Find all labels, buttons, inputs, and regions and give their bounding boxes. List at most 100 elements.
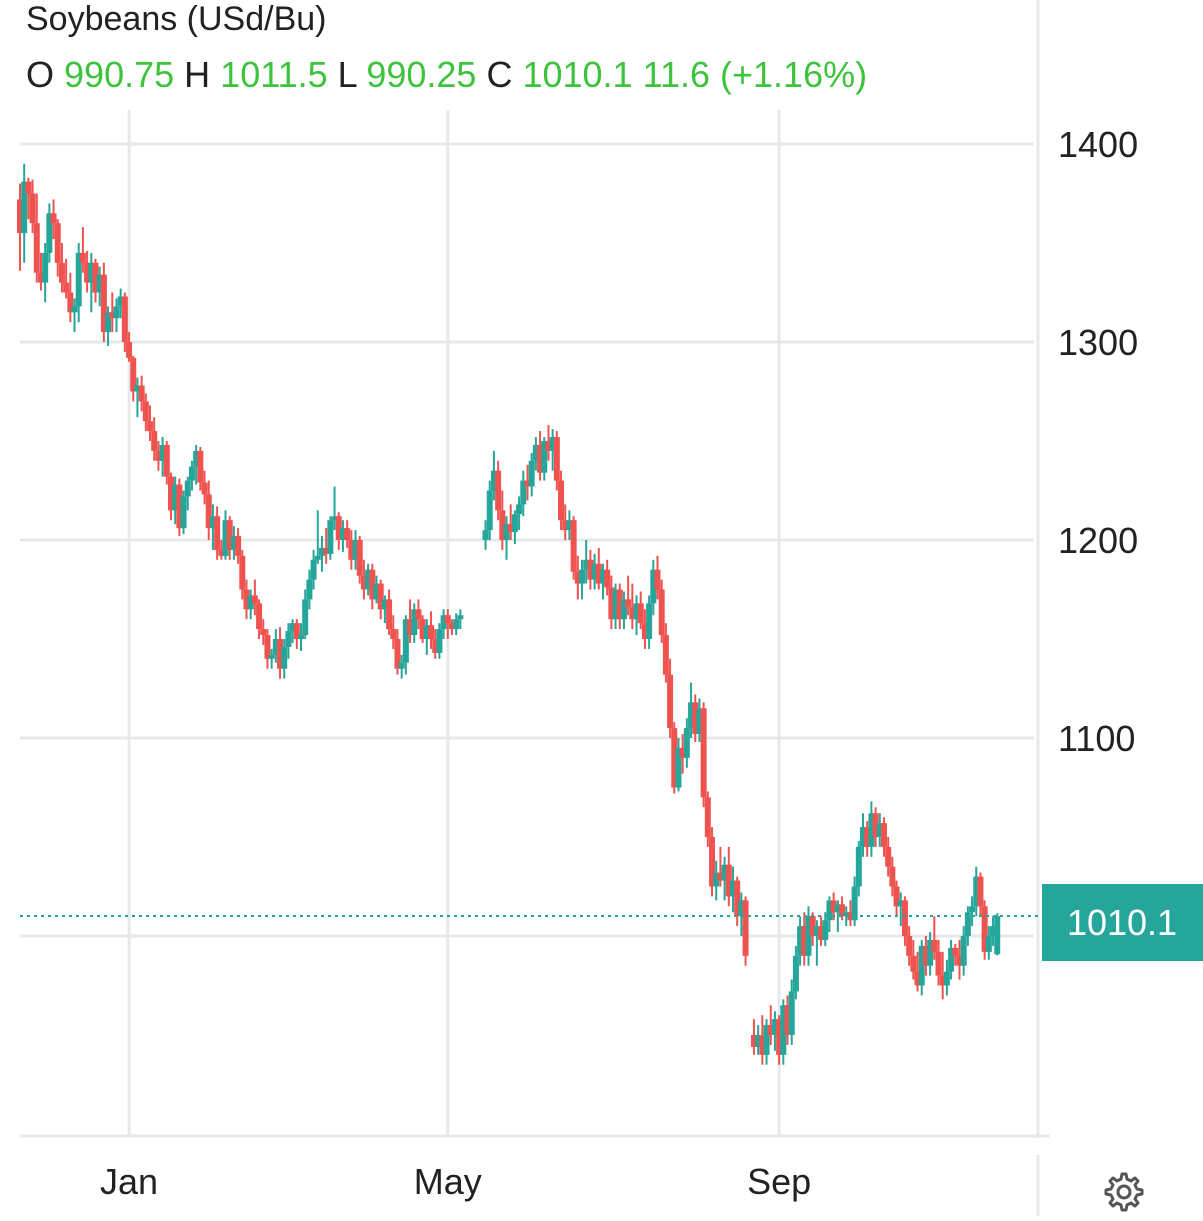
candle-body	[109, 312, 116, 319]
last-price-value: 1010.1	[1067, 902, 1177, 943]
candle-body	[675, 747, 682, 788]
candle-body	[457, 615, 464, 620]
candle	[876, 813, 883, 847]
candle	[272, 629, 279, 663]
candle-body	[520, 480, 527, 505]
candle-body	[423, 625, 430, 639]
candle-body	[293, 623, 300, 639]
candle-body	[637, 603, 644, 624]
candle	[545, 425, 552, 461]
candle	[562, 504, 569, 540]
candle	[918, 939, 925, 996]
candle	[79, 227, 86, 273]
candle	[784, 995, 791, 1045]
candle-body	[486, 490, 493, 531]
candle-body	[901, 900, 908, 936]
candle-body	[335, 516, 342, 540]
candle	[289, 619, 296, 643]
candle-body	[37, 272, 44, 283]
candle	[906, 926, 913, 966]
candle	[847, 900, 854, 927]
candle-body	[813, 926, 820, 936]
candle	[37, 252, 44, 291]
candle	[184, 476, 191, 511]
candle-body	[725, 864, 732, 897]
candle-body	[696, 708, 703, 735]
candle-body	[620, 599, 627, 620]
candle-body	[134, 385, 141, 392]
candle	[440, 609, 447, 639]
candle-body	[188, 466, 195, 481]
candle	[897, 892, 904, 927]
candle-body	[532, 444, 539, 461]
candle	[75, 243, 82, 323]
candle	[381, 595, 388, 624]
candle-body	[205, 494, 212, 529]
candle	[625, 575, 632, 616]
candle-body	[776, 1019, 783, 1055]
candle	[256, 599, 263, 639]
candle	[964, 906, 971, 946]
candle	[92, 258, 99, 303]
candle-body	[893, 886, 900, 907]
time-axis[interactable]: Jan May Sep	[100, 1161, 811, 1202]
candle	[696, 698, 703, 742]
candle-body	[524, 480, 531, 487]
candle-body	[184, 480, 191, 497]
price-axis[interactable]: 1400 1300 1200 1100	[1058, 124, 1138, 759]
y-tick-label: 1300	[1058, 322, 1138, 363]
candle	[524, 464, 531, 501]
candle-body	[880, 823, 887, 847]
candle	[885, 837, 892, 877]
candle	[725, 846, 732, 907]
candle-body	[516, 504, 523, 515]
candle-body	[58, 262, 65, 283]
candle-body	[985, 936, 992, 952]
candle-body	[243, 589, 250, 610]
candle-body	[100, 274, 107, 333]
candle-body	[939, 975, 946, 986]
candle-body	[281, 646, 288, 669]
candle-body	[302, 599, 309, 636]
candle-body	[570, 520, 577, 572]
candle	[314, 510, 321, 564]
candle-body	[402, 619, 409, 663]
candle-body	[419, 619, 426, 639]
candle	[21, 163, 28, 263]
candle-body	[952, 947, 959, 956]
candle	[893, 880, 900, 917]
candle-body	[943, 971, 950, 986]
candle	[541, 437, 548, 481]
candle	[360, 559, 367, 600]
candle	[415, 599, 422, 630]
candle	[180, 490, 187, 535]
candle	[327, 516, 334, 560]
candle	[147, 405, 154, 441]
candle-body	[834, 904, 841, 913]
candle-body	[822, 920, 829, 940]
candle-body	[390, 629, 397, 639]
candle-body	[914, 971, 921, 986]
candle-body	[172, 484, 179, 511]
candle	[155, 441, 162, 471]
candle-body	[277, 639, 284, 669]
candle	[163, 441, 170, 485]
candle-body	[138, 385, 145, 402]
candle-body	[973, 876, 980, 907]
candle	[444, 609, 451, 639]
candle	[151, 417, 158, 461]
candle	[717, 846, 724, 887]
candle-body	[574, 571, 581, 584]
candle-body	[969, 906, 976, 913]
candlestick-series	[17, 163, 1001, 1065]
candle	[969, 896, 976, 927]
candle	[419, 615, 426, 643]
candle	[700, 702, 707, 808]
candle-body	[411, 609, 418, 636]
candle-body	[386, 599, 393, 630]
candle-body	[264, 635, 271, 659]
candle	[641, 609, 648, 649]
settings-gear-icon[interactable]	[1098, 1168, 1146, 1216]
candle	[872, 807, 879, 847]
